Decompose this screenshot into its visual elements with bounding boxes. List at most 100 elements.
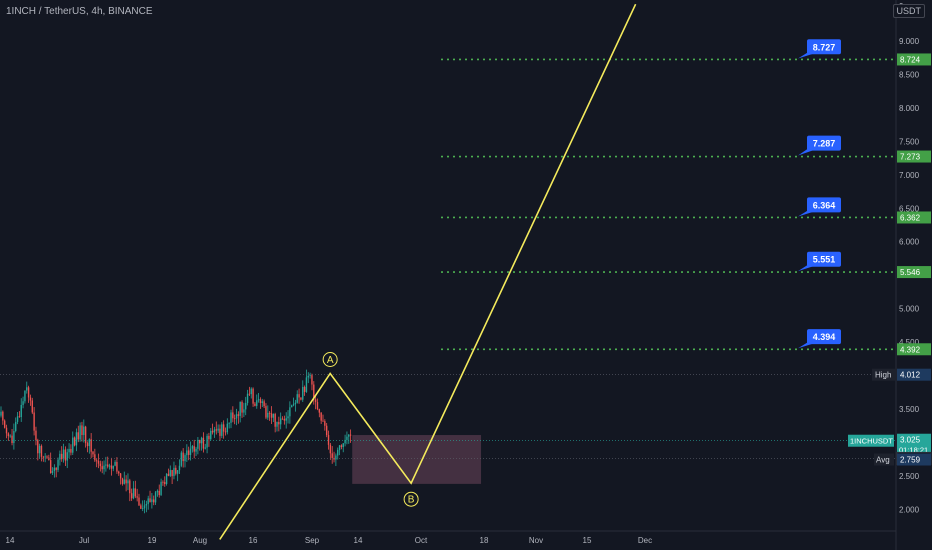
candle-body (252, 388, 254, 404)
avg-axis-tag (897, 453, 931, 466)
candle-body (222, 424, 225, 432)
candle-body (27, 387, 30, 398)
high-tag-label (872, 368, 896, 381)
target-axis-tag (897, 343, 931, 356)
candle-body (254, 403, 256, 406)
symbol-tag (848, 434, 894, 447)
y-tick-label: 8.500 (899, 70, 920, 79)
candle-body (158, 490, 160, 495)
candle-body (151, 499, 153, 502)
candle-body (237, 414, 240, 416)
y-tick-label: 9.000 (899, 37, 920, 46)
candle-body (279, 418, 282, 425)
target-callout-value: 8.727 (813, 42, 836, 52)
target-callout-value: 5.551 (813, 255, 836, 265)
candle-body (9, 435, 11, 437)
candle-body (230, 412, 232, 423)
candle-body (62, 449, 65, 460)
candle-body (123, 479, 125, 484)
candle-body (233, 418, 236, 420)
avg-axis-value: 2.759 (900, 456, 921, 465)
target-axis-value: 5.546 (900, 268, 921, 277)
candle-body (211, 430, 214, 433)
candle-body (46, 456, 48, 458)
candle-body (215, 429, 217, 431)
candle-body (81, 425, 83, 436)
candle-body (114, 461, 116, 466)
target-callout: 5.551 (798, 251, 841, 272)
candle-body (202, 437, 205, 449)
target-callout: 7.287 (798, 135, 841, 156)
candle-body (51, 471, 54, 474)
candle-body (64, 449, 67, 461)
candle-body (160, 481, 162, 495)
candle-body (94, 454, 96, 461)
candle-body (18, 416, 21, 418)
candle-body (103, 465, 105, 470)
target-callout-value: 6.364 (813, 200, 836, 210)
candle-body (38, 445, 41, 454)
x-tick-label: 14 (6, 536, 15, 545)
y-tick-label: 2.500 (899, 472, 920, 481)
candle-body (121, 478, 124, 484)
candle-body (182, 452, 184, 462)
y-tick-label: 3.500 (899, 405, 920, 414)
target-callout: 8.727 (798, 39, 841, 59)
candle-body (140, 505, 142, 509)
candle-body (108, 465, 111, 467)
candle-body (22, 401, 24, 405)
wave-label-a (322, 351, 338, 367)
candle-body (186, 450, 188, 456)
candle-body (40, 445, 43, 457)
candle-body (88, 439, 91, 447)
candle-body (35, 430, 37, 441)
candle-body (95, 460, 98, 462)
candle-body (90, 439, 92, 452)
candle-body (340, 445, 343, 448)
avg-tag-label (874, 453, 894, 466)
x-tick-label: Aug (193, 536, 207, 545)
candle-body (206, 435, 208, 448)
candle-body (3, 420, 6, 428)
candle-body (83, 426, 85, 436)
candle-body (276, 421, 278, 427)
candle-body (313, 384, 315, 400)
currency-label[interactable]: USDT (892, 4, 925, 18)
high-axis-tag (897, 368, 931, 381)
candle-body (228, 422, 230, 424)
candle-body (92, 451, 94, 455)
target-axis-tag (897, 53, 931, 66)
target-axis-value: 8.724 (900, 55, 921, 64)
candle-body (294, 402, 297, 405)
candle-body (303, 386, 306, 392)
candle-body (156, 490, 159, 493)
candle-body (169, 470, 171, 476)
candle-body (189, 448, 192, 455)
candle-body (101, 466, 103, 470)
candle-body (154, 492, 157, 503)
candle-body (29, 397, 32, 401)
candle-body (147, 498, 149, 505)
candle-body (13, 431, 15, 444)
candle-body (204, 447, 206, 449)
x-tick-label: Dec (638, 536, 652, 545)
candle-body (149, 498, 151, 502)
candle-body (24, 390, 26, 402)
candle-body (97, 460, 100, 464)
x-tick-label: 19 (148, 536, 157, 545)
candle-body (256, 400, 258, 406)
candle-body (243, 409, 245, 413)
y-tick-label: 2.000 (899, 505, 920, 514)
y-tick-label: 8.000 (899, 104, 920, 113)
y-tick-label: 6.500 (899, 204, 920, 213)
candle-body (86, 443, 89, 447)
candle-body (72, 437, 74, 453)
candle-body (107, 464, 109, 467)
target-axis-tag (897, 150, 931, 163)
candle-body (53, 467, 56, 472)
candle-body (33, 412, 35, 431)
callout-box (807, 251, 841, 267)
projection-box (352, 435, 482, 484)
candle-body (75, 432, 78, 446)
